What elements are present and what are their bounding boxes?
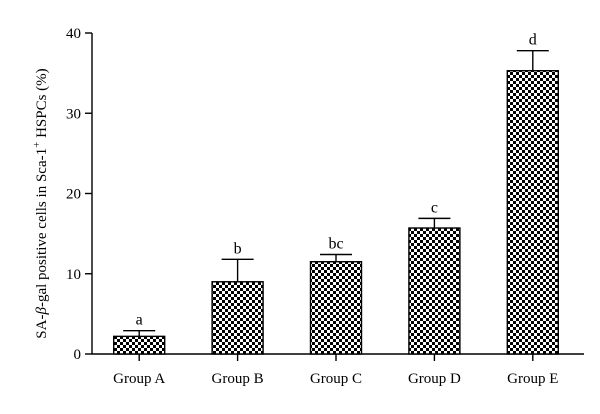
bar-group: c [408,199,461,355]
x-axis: Group A Group B Group C Group D Group E [92,353,584,387]
y-tick-label: 20 [66,187,81,203]
significance-label: c [431,199,438,216]
y-tick-label: 30 [66,106,81,122]
y-tick-label: 0 [74,347,82,363]
y-tick-label: 10 [66,267,81,283]
bar-group: bc [309,235,363,355]
y-axis: 0 10 20 30 40 [66,26,93,363]
bar [112,335,166,355]
significance-label: a [136,312,143,329]
bar [408,227,461,355]
bar-group: a [112,312,166,355]
bar-group: d [506,32,559,355]
y-axis-title: SA-β-gal positive cells in Sca-1+ HSPCs … [31,68,50,338]
y-tick-label: 40 [66,26,81,42]
bar [506,70,559,355]
bar [211,281,264,355]
significance-label: d [529,32,537,49]
significance-label: b [234,240,242,257]
x-tick-label: Group B [212,371,264,387]
y-axis-label: SA-β-gal positive cells in Sca-1+ HSPCs … [31,68,50,338]
x-tick-label: Group E [507,371,558,387]
x-tick-label: Group D [408,371,461,387]
significance-label: bc [328,235,343,252]
bars: a b bc c d [112,32,559,355]
bar-group: b [211,240,264,355]
x-tick-label: Group A [113,371,165,387]
x-tick-label: Group C [310,371,362,387]
bar [309,261,363,355]
